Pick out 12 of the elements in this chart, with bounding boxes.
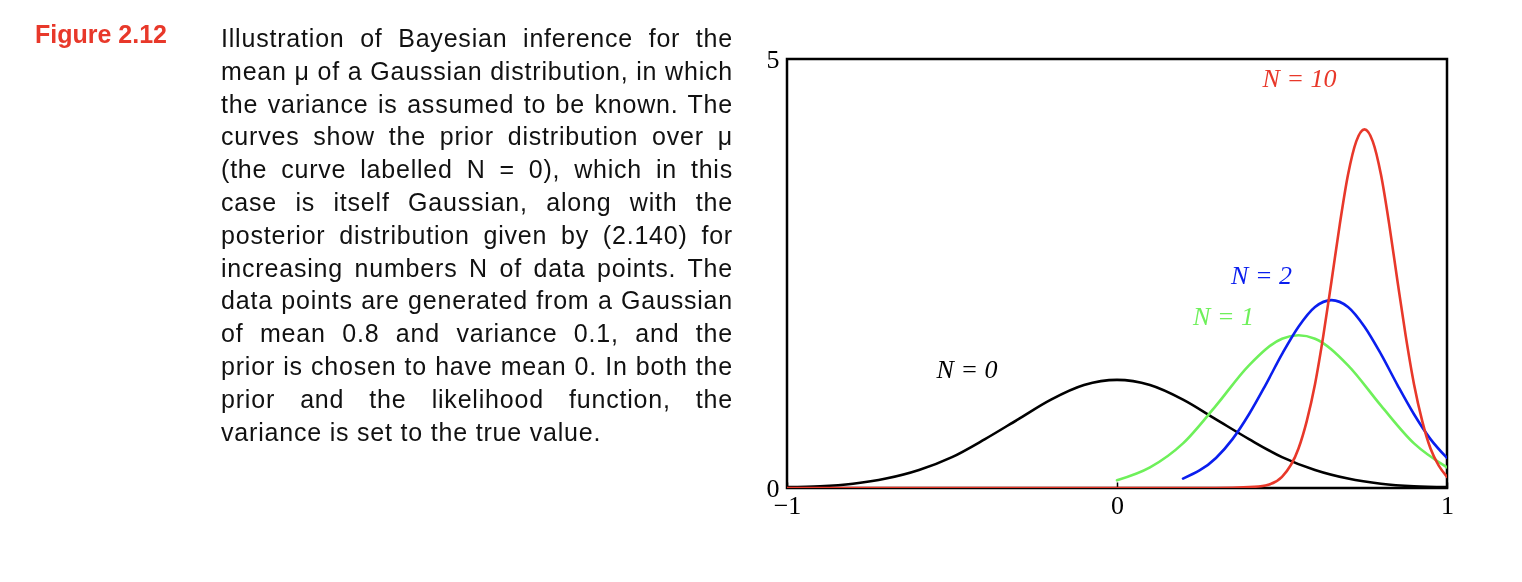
x-tick-label: 1 (1441, 490, 1454, 520)
line-series (787, 128, 1447, 488)
text: Illustration of Bayesian inference for the mean μ of a Gaussian distribution, in which the variance is assumed to be known. The curves show the prior distribution over μ (the curve labelled N = 0), which in this case is itself Gaussian, along with the posterior distribution given by (2.140) for increasing numbers N of data points. The data points are generated from a Gaussian of mean 0.8 and variance 0.1, and the prior is chosen to have mean 0. In both the prior and the likelihood function, the variance is set to the true value. (221, 24, 733, 446)
series-label: N = 2 (1230, 261, 1292, 291)
line-series (1115, 333, 1447, 482)
series-label: N = 0 (935, 354, 998, 384)
x-tick-label: 0 (1111, 490, 1124, 520)
series-label: N = 1 (1192, 302, 1254, 332)
line-series (1181, 298, 1447, 480)
series-label: N = 10 (1261, 64, 1337, 94)
text: Figure 2.12 (35, 20, 168, 49)
y-tick-label: 5 (766, 44, 780, 74)
